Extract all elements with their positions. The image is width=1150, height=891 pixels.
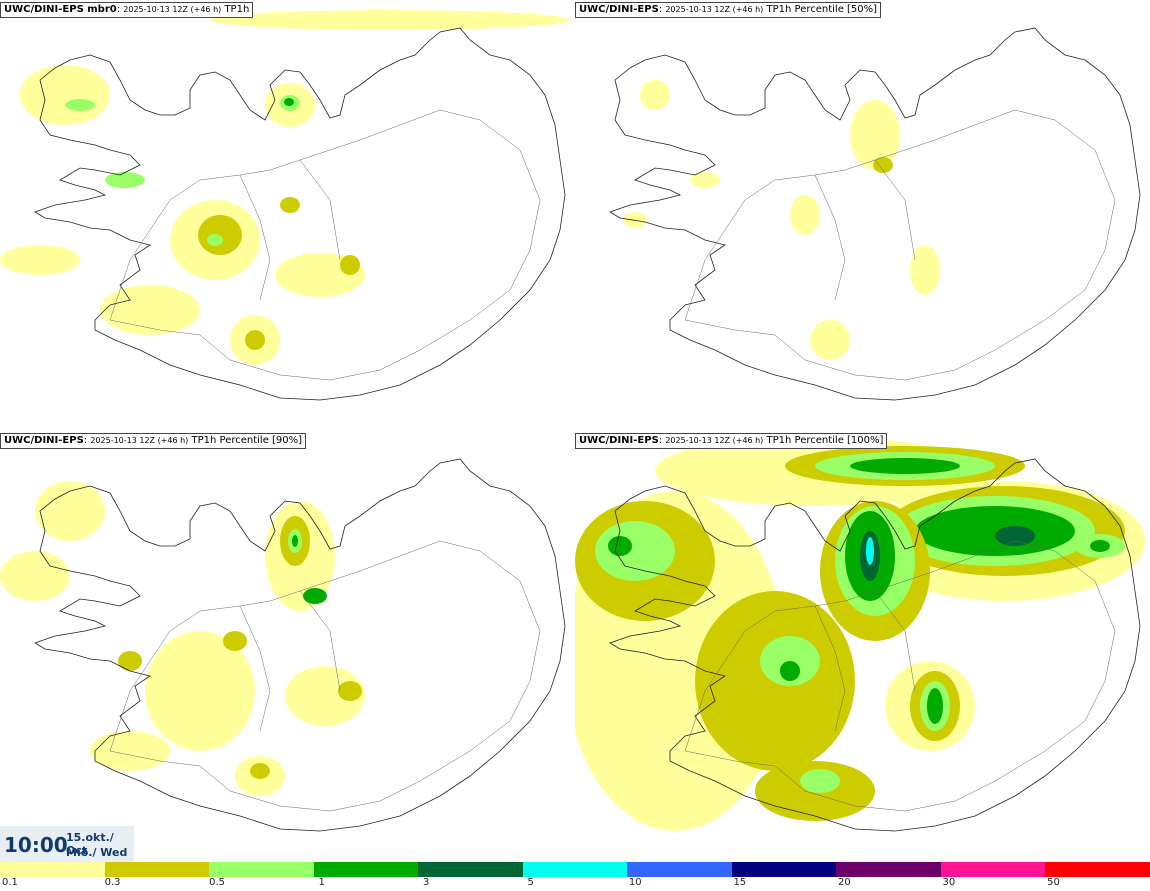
precip-shading bbox=[0, 481, 365, 796]
iceland-map bbox=[0, 458, 566, 832]
colorbar-segment bbox=[522, 862, 628, 877]
valid-date: 15.okt./ Oct bbox=[66, 831, 114, 857]
colorbar-tick-label: 5 bbox=[527, 877, 534, 888]
panel-run: 2025-10-13 12Z (+46 h) bbox=[665, 436, 764, 445]
coastline bbox=[609, 27, 1141, 401]
colorbar-segment bbox=[731, 862, 837, 877]
colorbar-tick-label: 0.5 bbox=[209, 877, 226, 888]
panel-source: UWC/DINI-EPS bbox=[4, 435, 84, 446]
colorbar-tick-label: 1 bbox=[318, 877, 325, 888]
colorbar-segment bbox=[209, 862, 314, 877]
colorbar-segment bbox=[418, 862, 523, 877]
precip-shading bbox=[623, 80, 940, 360]
panel-run: 2025-10-13 12Z (+46 h) bbox=[665, 5, 764, 14]
precip-shading bbox=[0, 10, 570, 365]
coastline bbox=[34, 458, 566, 832]
panel-title: UWC/DINI-EPS: 2025-10-13 12Z (+46 h) TP1… bbox=[575, 2, 882, 18]
iceland-map bbox=[0, 10, 570, 401]
colorbar-tick-label: 0.3 bbox=[104, 877, 121, 888]
map-panel-p50: UWC/DINI-EPS: 2025-10-13 12Z (+46 h) TP1… bbox=[575, 0, 1150, 430]
colorbar-segment bbox=[0, 862, 105, 877]
colorbar-segment bbox=[940, 862, 1046, 877]
panel-source: UWC/DINI-EPS bbox=[579, 435, 659, 446]
colorbar-tick-label: 15 bbox=[733, 877, 747, 888]
panel-title: UWC/DINI-EPS: 2025-10-13 12Z (+46 h) TP1… bbox=[0, 433, 307, 449]
colorbar-tick-label: 20 bbox=[837, 877, 851, 888]
panel-run: 2025-10-13 12Z (+46 h) bbox=[90, 436, 189, 445]
coastline bbox=[609, 458, 1141, 832]
panel-source: UWC/DINI-EPS mbr0 bbox=[4, 4, 117, 15]
colorbar-legend bbox=[0, 862, 1150, 877]
panel-field: TP1h Percentile [100%] bbox=[766, 435, 884, 446]
iceland-map bbox=[575, 436, 1145, 832]
road-network bbox=[109, 540, 541, 812]
colorbar-segment bbox=[1045, 862, 1150, 877]
panel-field: TP1h Percentile [90%] bbox=[191, 435, 303, 446]
panel-field: TP1h Percentile [50%] bbox=[766, 4, 878, 15]
colorbar-segment bbox=[627, 862, 732, 877]
road-network bbox=[109, 109, 541, 381]
road-network bbox=[684, 109, 1116, 381]
panel-source: UWC/DINI-EPS bbox=[579, 4, 659, 15]
colorbar-tick-label: 30 bbox=[942, 877, 956, 888]
colorbar-tick-label: 50 bbox=[1047, 877, 1060, 888]
colorbar-segment bbox=[313, 862, 419, 877]
colorbar-segment bbox=[836, 862, 941, 877]
colorbar-segment bbox=[104, 862, 210, 877]
valid-time-clock: 10:00 bbox=[4, 833, 68, 857]
valid-weekday: Mið./ Wed bbox=[66, 846, 128, 859]
precip-shading bbox=[575, 436, 1145, 831]
panel-field: TP1h bbox=[224, 4, 250, 15]
map-panel-mbr0: UWC/DINI-EPS mbr0: 2025-10-13 12Z (+46 h… bbox=[0, 0, 575, 430]
map-panel-p100: UWC/DINI-EPS: 2025-10-13 12Z (+46 h) TP1… bbox=[575, 431, 1150, 861]
coastline bbox=[34, 27, 566, 401]
map-panel-p90: UWC/DINI-EPS: 2025-10-13 12Z (+46 h) TP1… bbox=[0, 431, 575, 861]
valid-time-box: 10:00 15.okt./ Oct Mið./ Wed bbox=[0, 826, 134, 862]
colorbar-tick-label: 0.1 bbox=[2, 877, 18, 888]
panel-title: UWC/DINI-EPS mbr0: 2025-10-13 12Z (+46 h… bbox=[0, 2, 254, 18]
colorbar-ticks: 0.1 0.3 0.5 1 3 5 10 15 20 30 50 bbox=[0, 877, 1150, 891]
road-network bbox=[684, 540, 1116, 812]
colorbar-tick-label: 3 bbox=[422, 877, 430, 888]
panel-title: UWC/DINI-EPS: 2025-10-13 12Z (+46 h) TP1… bbox=[575, 433, 888, 449]
iceland-map bbox=[609, 27, 1141, 401]
panel-run: 2025-10-13 12Z (+46 h) bbox=[123, 5, 222, 14]
colorbar-tick-label: 10 bbox=[628, 877, 642, 888]
